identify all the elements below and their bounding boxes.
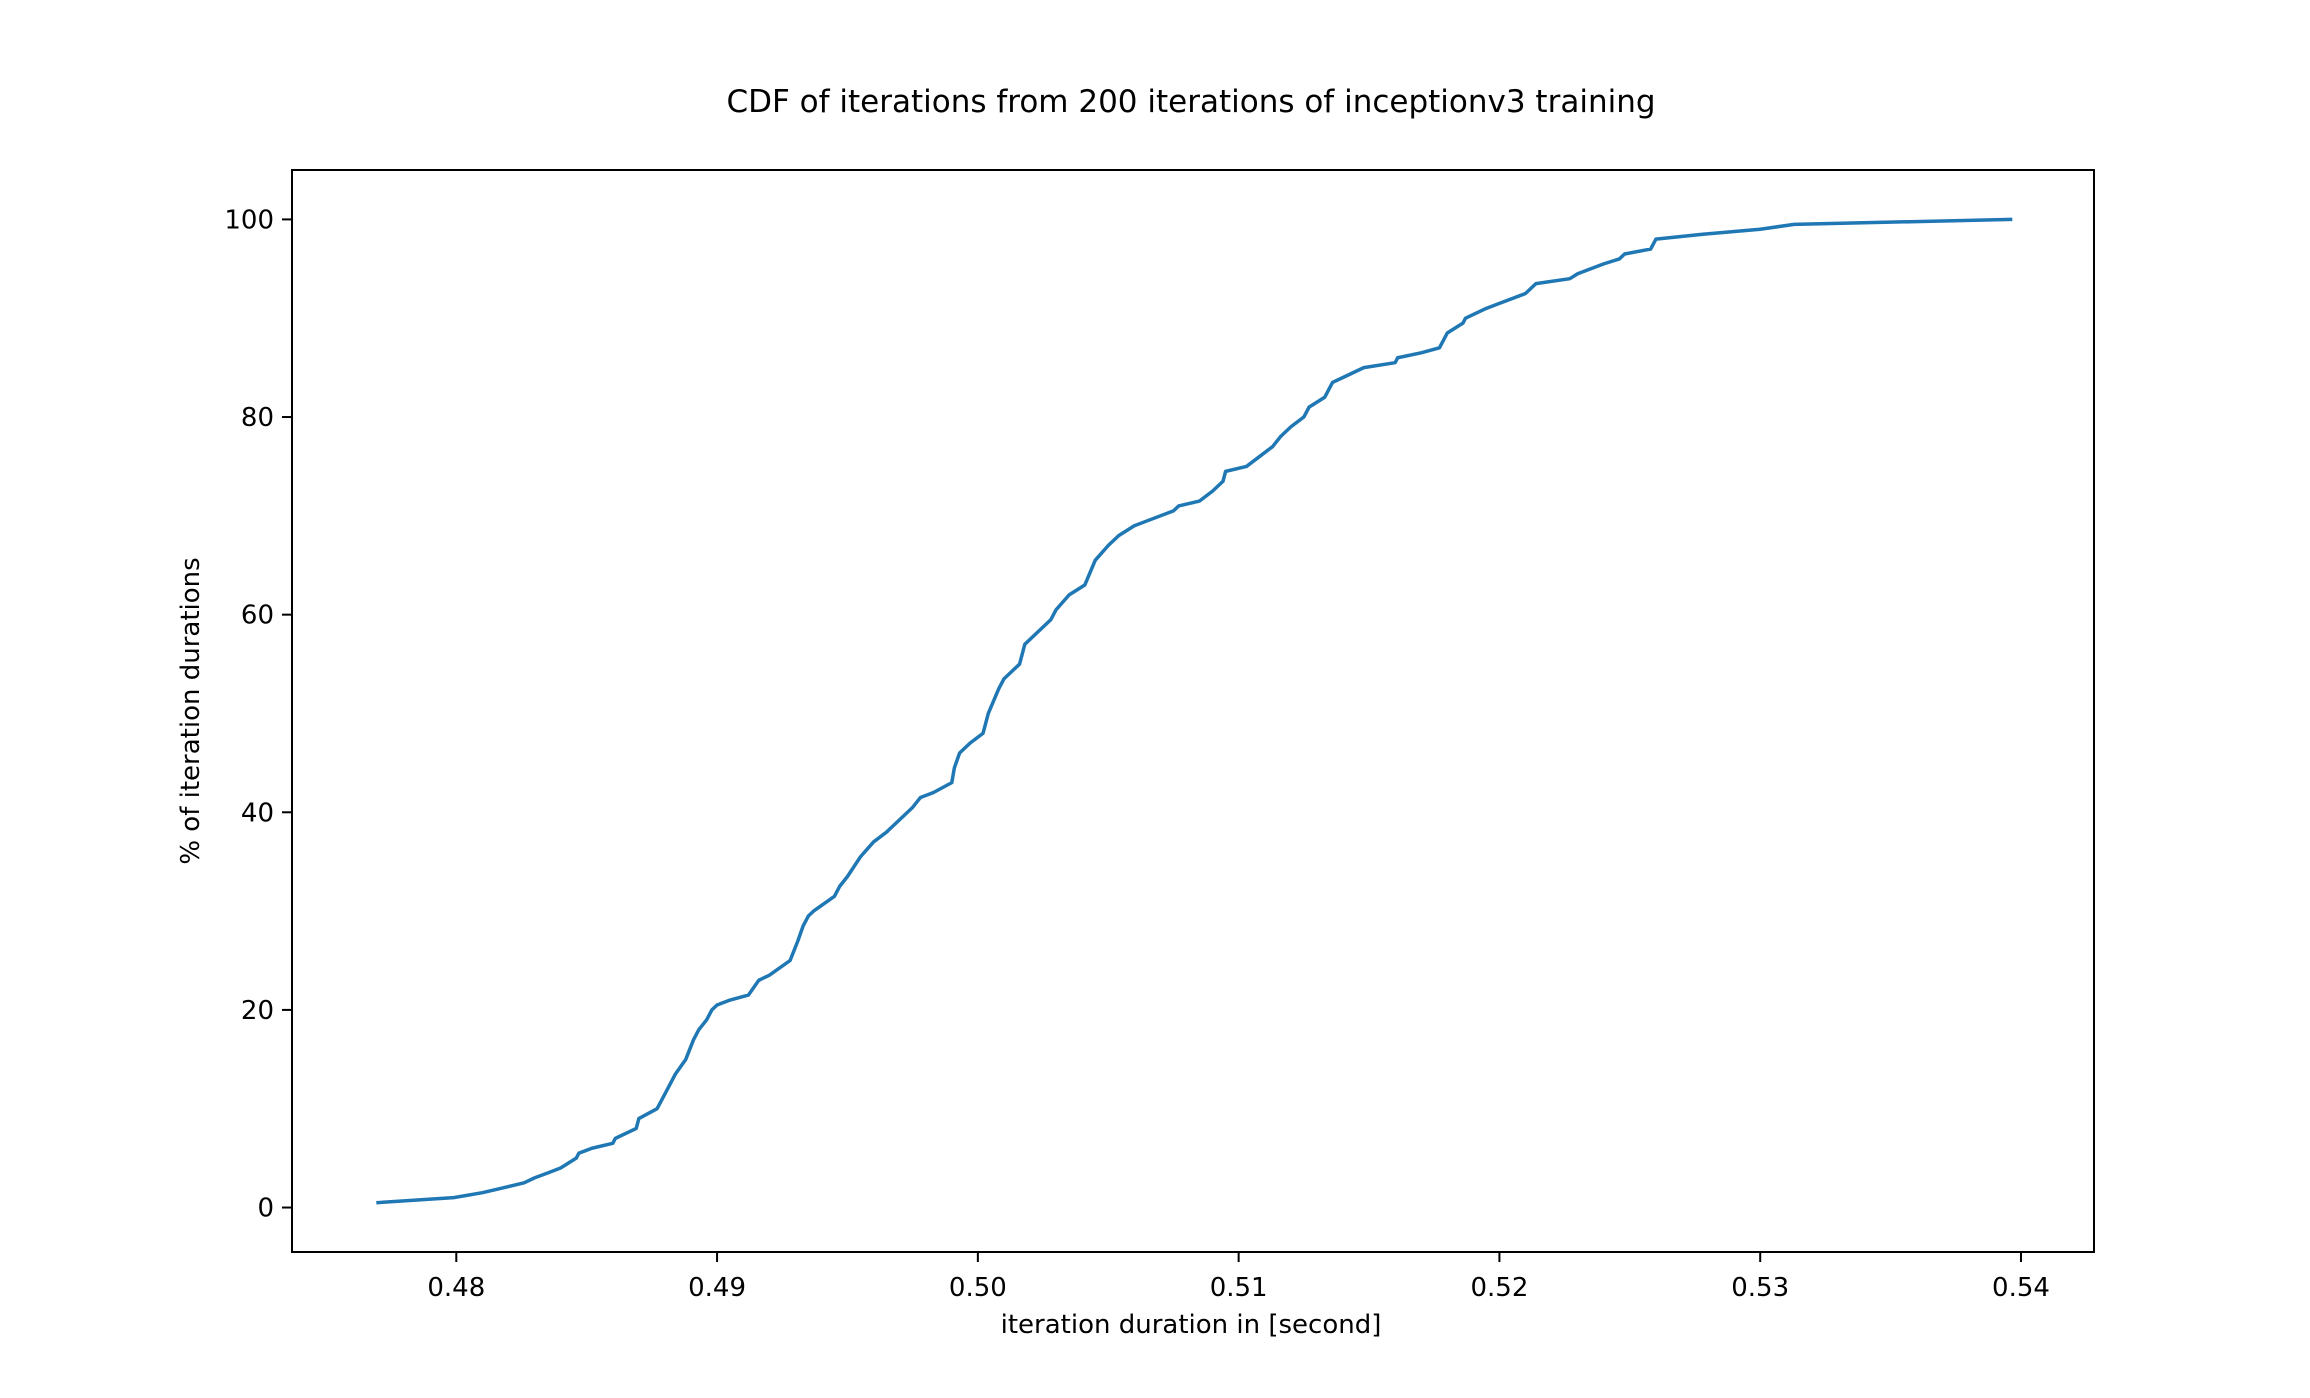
y-tick-label: 20 xyxy=(241,996,274,1026)
y-tick-label: 60 xyxy=(241,601,274,631)
y-axis-label: % of iteration durations xyxy=(176,557,206,864)
x-tick-label: 0.49 xyxy=(688,1273,746,1303)
plot-area xyxy=(376,217,2013,1205)
y-axis: 0 20 40 60 80 100 xyxy=(224,205,292,1224)
x-tick-label: 0.48 xyxy=(427,1273,485,1303)
y-tick-label: 0 xyxy=(257,1194,274,1224)
x-axis: 0.48 0.49 0.50 0.51 0.52 0.53 0.54 xyxy=(427,1252,2050,1303)
x-tick-label: 0.50 xyxy=(949,1273,1007,1303)
y-tick-label: 100 xyxy=(224,205,274,235)
x-axis-label: iteration duration in [second] xyxy=(1001,1310,1382,1340)
chart-title: CDF of iterations from 200 iterations of… xyxy=(726,84,1655,120)
y-tick-label: 40 xyxy=(241,798,274,828)
x-tick-label: 0.52 xyxy=(1470,1273,1528,1303)
x-tick-label: 0.53 xyxy=(1731,1273,1789,1303)
x-tick-label: 0.51 xyxy=(1210,1273,1268,1303)
y-tick-label: 80 xyxy=(241,403,274,433)
cdf-series-line xyxy=(376,217,2013,1205)
axes-frame xyxy=(291,169,2095,1253)
x-tick-label: 0.54 xyxy=(1992,1273,2050,1303)
